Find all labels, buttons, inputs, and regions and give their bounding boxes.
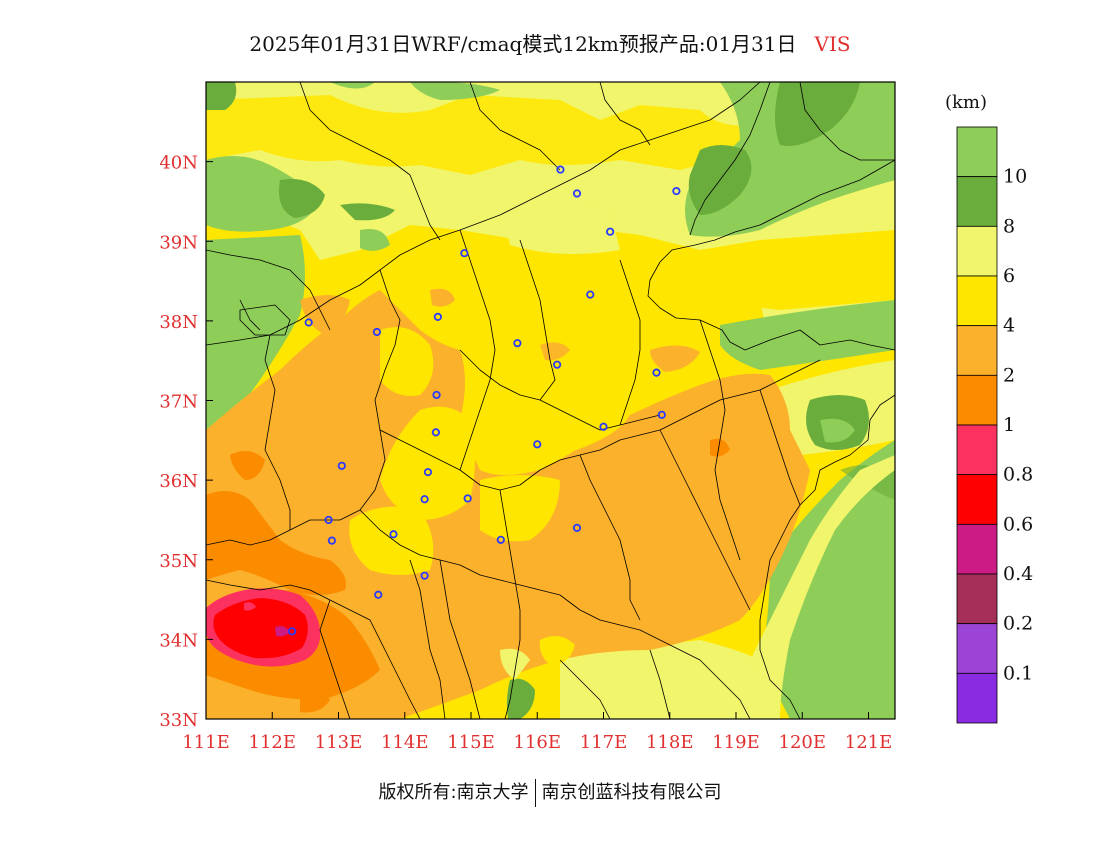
city-marker <box>513 339 522 348</box>
city-marker <box>337 461 346 470</box>
city-marker <box>432 390 441 400</box>
colorbar-swatch <box>956 126 998 178</box>
colorbar-swatch <box>956 176 998 227</box>
y-tick-label: 39N <box>159 232 198 253</box>
title-variable: VIS <box>814 32 851 56</box>
colorbar-unit: (km) <box>945 92 987 113</box>
colorbar-label: 10 <box>1003 166 1027 188</box>
footer-left: 版权所有:南京大学 <box>378 782 529 803</box>
colorbar-label: 0.1 <box>1003 662 1033 684</box>
city-marker <box>420 495 429 504</box>
x-tick-label: 121E <box>845 732 893 753</box>
city-marker <box>304 318 313 327</box>
colorbar-swatch <box>956 275 998 327</box>
colorbar-label: 0.4 <box>1003 563 1033 585</box>
city-marker <box>288 627 297 636</box>
x-tick-label: 118E <box>646 732 694 753</box>
y-tick-label: 37N <box>159 392 198 413</box>
city-marker <box>606 227 615 236</box>
city-marker <box>652 368 661 377</box>
y-tick-label: 34N <box>159 630 198 651</box>
y-tick-label: 38N <box>159 312 198 333</box>
colorbar-swatch <box>956 523 998 575</box>
y-tick-label: 35N <box>159 551 198 572</box>
colorbar-label: 2 <box>1003 364 1015 386</box>
map-title: 2025年01月31日WRF/cmaq模式12km预报产品:01月31日 VIS <box>0 28 1100 57</box>
x-tick-label: 111E <box>182 732 230 753</box>
city-marker <box>423 468 433 477</box>
footer-separator <box>534 779 536 807</box>
colorbar-swatch <box>956 672 998 724</box>
title-main: 2025年01月31日WRF/cmaq模式12km预报产品:01月31日 <box>249 32 797 56</box>
city-marker <box>420 571 429 580</box>
x-tick-label: 115E <box>447 732 495 753</box>
colorbar-label: 4 <box>1003 315 1015 337</box>
city-marker <box>572 189 582 198</box>
city-marker <box>553 360 562 369</box>
y-tick-label: 33N <box>159 710 198 731</box>
footer-credits: 版权所有:南京大学 南京创蓝科技有限公司 <box>0 778 1100 807</box>
footer-right: 南京创蓝科技有限公司 <box>541 782 722 803</box>
colorbar-label: 8 <box>1003 215 1015 237</box>
colorbar: (km) 10 8 6 4 2 1 0.8 0.6 0.4 0.2 0.1 <box>945 92 1033 724</box>
city-marker <box>496 535 505 544</box>
x-tick-label: 119E <box>712 732 760 753</box>
colorbar-swatch <box>956 424 998 476</box>
y-tick-label: 36N <box>159 471 198 492</box>
x-tick-label: 117E <box>580 732 628 753</box>
city-marker <box>372 327 382 337</box>
city-marker <box>672 186 681 196</box>
colorbar-label: 1 <box>1003 414 1015 436</box>
admin-boundaries <box>206 82 895 719</box>
city-marker <box>556 165 565 174</box>
x-tick-label: 120E <box>779 732 827 753</box>
x-axis: 111E 112E 113E 114E 115E 116E 117E 118E 119E 120E… <box>182 712 892 753</box>
visibility-field <box>206 82 895 719</box>
colorbar-swatch <box>956 325 998 376</box>
x-tick-label: 114E <box>381 732 429 753</box>
colorbar-swatch <box>956 573 998 625</box>
city-marker <box>431 428 440 437</box>
city-marker <box>433 312 442 321</box>
city-marker <box>389 530 398 539</box>
city-marker <box>463 494 472 503</box>
x-tick-label: 113E <box>315 732 363 753</box>
city-marker <box>572 523 582 533</box>
city-marker <box>374 590 383 599</box>
colorbar-label: 0.6 <box>1003 513 1033 535</box>
colorbar-swatch <box>956 474 998 525</box>
y-axis: 33N 34N 35N 36N 37N 38N 39N 40N <box>159 153 213 731</box>
city-marker <box>460 249 469 258</box>
colorbar-swatch <box>956 374 998 426</box>
city-marker <box>586 290 595 299</box>
x-tick-label: 116E <box>514 732 562 753</box>
city-marker <box>657 410 666 419</box>
city-markers <box>288 165 681 636</box>
city-marker <box>599 422 608 431</box>
colorbar-swatch <box>956 623 998 674</box>
x-tick-label: 112E <box>249 732 297 753</box>
colorbar-label: 6 <box>1003 265 1015 287</box>
city-marker <box>327 536 336 545</box>
colorbar-label: 0.2 <box>1003 613 1033 635</box>
y-tick-label: 40N <box>159 153 198 174</box>
city-marker <box>324 515 333 525</box>
colorbar-label: 0.8 <box>1003 464 1033 486</box>
city-marker <box>533 440 542 449</box>
colorbar-swatch <box>956 225 998 277</box>
